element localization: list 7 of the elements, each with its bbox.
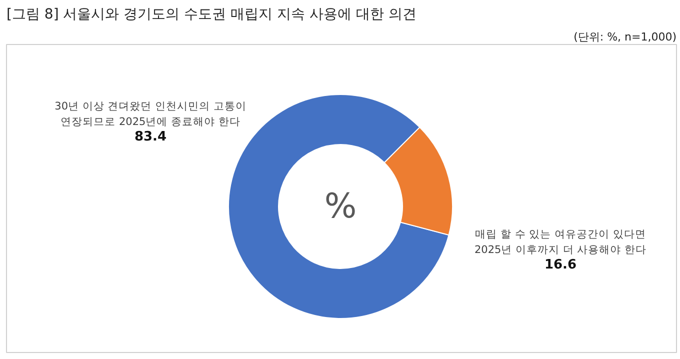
slice-label: 매립 할 수 있는 여유공간이 있다면 2025년 이후까지 더 사용해야 한다 <box>474 228 647 256</box>
chart-subtitle: (단위: %, n=1,000) <box>574 30 677 44</box>
chart-title: [그림 8] 서울시와 경기도의 수도권 매립지 지속 사용에 대한 의견 <box>6 6 416 22</box>
data-label: 83.4 <box>134 130 167 144</box>
slice-label: 30년 이상 견뎌왔던 인천시민의 고통이 연장되므로 2025년에 종료해야 한다 <box>54 100 246 128</box>
data-label: 16.6 <box>544 258 577 272</box>
text: % <box>324 186 357 226</box>
